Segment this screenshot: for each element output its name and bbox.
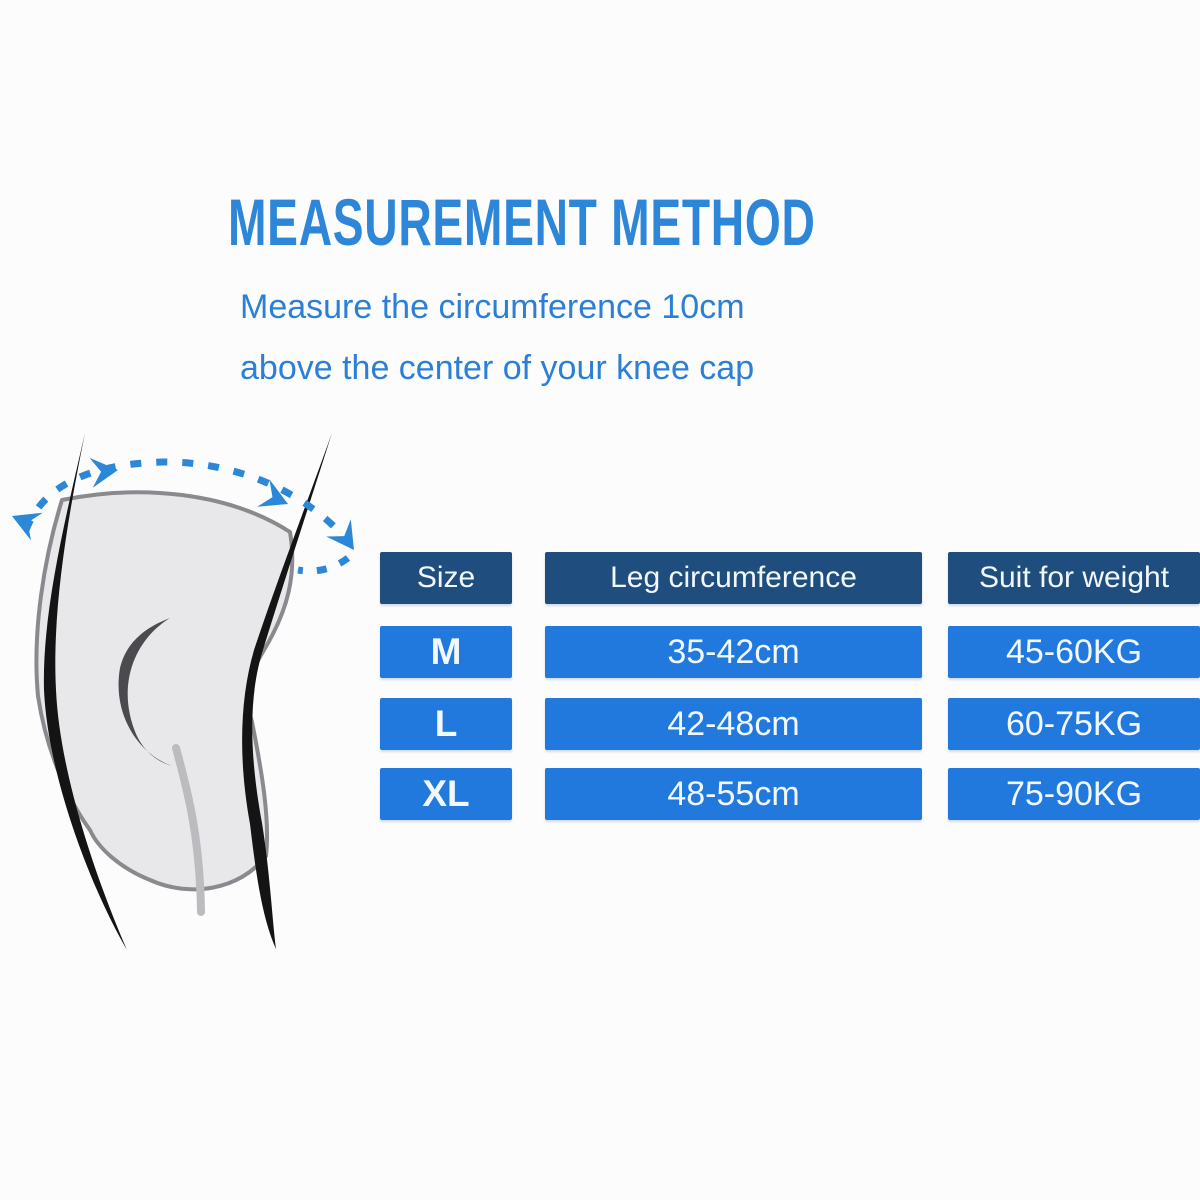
shin-highlight-line xyxy=(172,744,205,916)
table-cell-weight-l: 60-75KG xyxy=(948,698,1200,750)
table-cell-circumference-xl: 48-55cm xyxy=(545,768,922,820)
table-cell-weight-m: 45-60KG xyxy=(948,626,1200,678)
knee-measurement-illustration xyxy=(12,433,354,950)
table-header-suit-for-weight: Suit for weight xyxy=(948,552,1200,604)
left-leg-contour xyxy=(43,433,127,950)
right-leg-contour xyxy=(242,433,332,949)
subtitle-line-2: above the center of your knee cap xyxy=(240,349,755,387)
table-cell-size-l: L xyxy=(380,698,512,750)
measuring-arc-dashed xyxy=(22,458,353,547)
arrowhead-left-icon xyxy=(12,512,43,541)
table-cell-size-m: M xyxy=(380,626,512,678)
subtitle-line-1: Measure the circumference 10cm xyxy=(240,288,745,326)
knee-cap-crescent xyxy=(118,618,172,766)
table-cell-circumference-l: 42-48cm xyxy=(545,698,922,750)
arrowhead-top-left-icon xyxy=(89,457,118,488)
measuring-arc-tail-dashed xyxy=(297,555,351,575)
page-title: MEASUREMENT METHOD xyxy=(228,185,816,259)
table-cell-weight-xl: 75-90KG xyxy=(948,768,1200,820)
table-cell-circumference-m: 35-42cm xyxy=(545,626,922,678)
table-header-size: Size xyxy=(380,552,512,604)
arrowhead-right-icon xyxy=(326,519,354,550)
table-header-leg-circumference: Leg circumference xyxy=(545,552,922,604)
table-cell-size-xl: XL xyxy=(380,768,512,820)
arrowhead-top-right-icon xyxy=(257,479,288,507)
